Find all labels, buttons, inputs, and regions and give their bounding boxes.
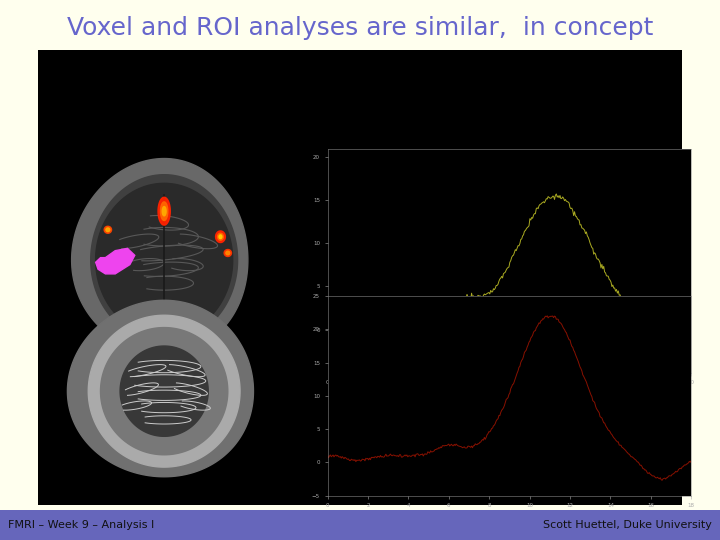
- Polygon shape: [68, 300, 253, 477]
- Bar: [0, 510, 720, 540]
- Polygon shape: [215, 231, 225, 242]
- Polygon shape: [219, 235, 222, 239]
- Polygon shape: [163, 305, 166, 308]
- Polygon shape: [161, 202, 168, 220]
- Polygon shape: [96, 184, 233, 336]
- Polygon shape: [120, 346, 208, 436]
- Text: (2020, 6): (2020, 6): [441, 266, 479, 274]
- Polygon shape: [71, 159, 248, 354]
- Polygon shape: [91, 175, 238, 342]
- Polygon shape: [226, 251, 230, 255]
- Text: Scott Huettel, Duke University: Scott Huettel, Duke University: [543, 520, 712, 530]
- Polygon shape: [224, 249, 232, 256]
- Polygon shape: [186, 309, 191, 313]
- Polygon shape: [106, 228, 110, 232]
- Polygon shape: [96, 248, 135, 274]
- Polygon shape: [104, 226, 112, 233]
- Text: Voxel and ROI analyses are similar,  in concept: Voxel and ROI analyses are similar, in c…: [67, 16, 653, 40]
- Bar: [38, 50, 682, 505]
- Polygon shape: [132, 314, 138, 318]
- Polygon shape: [217, 233, 223, 240]
- Polygon shape: [130, 313, 139, 319]
- Polygon shape: [184, 308, 193, 314]
- Polygon shape: [161, 304, 167, 309]
- Polygon shape: [89, 315, 240, 467]
- Polygon shape: [101, 328, 228, 455]
- Polygon shape: [158, 197, 171, 225]
- Text: FMRI – Week 9 – Analysis I: FMRI – Week 9 – Analysis I: [8, 520, 154, 530]
- Polygon shape: [162, 207, 166, 216]
